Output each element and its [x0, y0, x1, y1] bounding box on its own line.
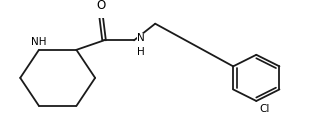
Text: O: O [96, 0, 105, 12]
Text: Cl: Cl [260, 104, 270, 114]
Text: H: H [137, 47, 145, 57]
Text: NH: NH [31, 37, 47, 47]
Text: N: N [137, 33, 145, 43]
